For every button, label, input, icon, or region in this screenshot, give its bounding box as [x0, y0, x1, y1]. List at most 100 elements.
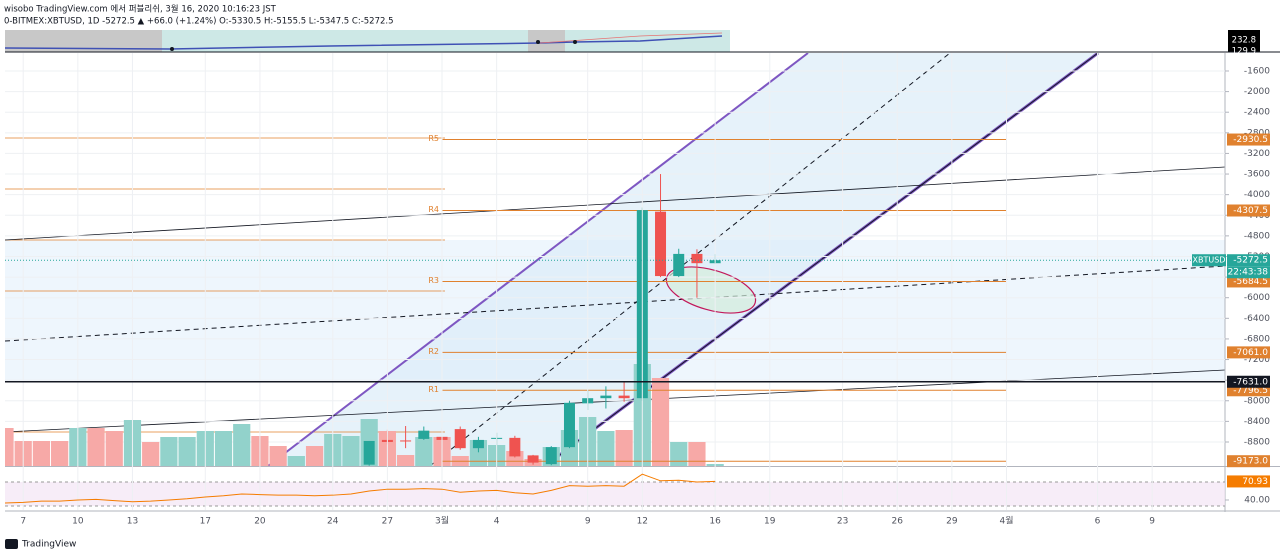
pivot-name: R4: [428, 205, 439, 214]
candle-body: [527, 455, 539, 463]
y-tick-label: -8800: [1244, 437, 1270, 447]
candle-body: [472, 439, 484, 449]
y-tick-label: -4800: [1244, 231, 1270, 241]
x-tick-label: 4월: [999, 515, 1013, 527]
rsi-line: [5, 473, 716, 504]
x-tick-label: 16: [709, 517, 721, 527]
volume-bar: [615, 430, 633, 466]
y-tick-label: -6400: [1244, 314, 1270, 324]
pivot-price-label: -2930.5: [1233, 135, 1268, 145]
line-price-label: -7631.0: [1233, 377, 1268, 387]
pivot-price-label: -7796.5: [1233, 386, 1268, 396]
pivot-name: R3: [428, 276, 439, 285]
volume-bar: [670, 442, 688, 466]
pivot-price-box: [1227, 275, 1270, 288]
countdown: 22:43:38: [1228, 268, 1269, 278]
volume-bar: [597, 431, 615, 466]
y-tick-label: -2800: [1244, 128, 1270, 138]
y-tick-label: -3200: [1244, 149, 1270, 159]
volume-bar: [396, 455, 415, 466]
y-tick-label: -8000: [1244, 396, 1270, 406]
candle-body: [400, 440, 412, 442]
volume-bar: [342, 436, 360, 466]
volume-bar: [142, 442, 160, 466]
candle-body: [509, 437, 521, 457]
pivot-price-label: -9173.0: [1233, 457, 1268, 467]
rsi-tick-label: 40.00: [1244, 495, 1270, 505]
x-tick-label: 4: [494, 517, 500, 527]
candle-body: [418, 430, 430, 439]
symbol-legend: 0-BITMEX:XBTUSD, 1D -5272.5 ▲ +66.0 (+1.…: [4, 17, 394, 27]
x-tick-label: 19: [764, 517, 776, 527]
candle-body: [618, 395, 630, 399]
y-tick-label: -4000: [1244, 190, 1270, 200]
x-tick-label: 20: [254, 517, 266, 527]
x-tick-label: 9: [585, 517, 591, 527]
y-tick-label: -2000: [1244, 87, 1270, 97]
x-tick-label: 10: [72, 517, 84, 527]
x-tick-label: 9: [1149, 517, 1155, 527]
x-tick-label: 29: [946, 517, 958, 527]
candle-body: [655, 211, 667, 277]
symbol-box: [1192, 254, 1226, 267]
x-tick-label: 3월: [435, 515, 449, 527]
volume-bar: [651, 378, 670, 466]
last-price-label: -5272.5: [1233, 256, 1268, 266]
last-price-box: [1227, 254, 1270, 267]
logo: TradingView: [5, 539, 76, 550]
x-tick-label: 13: [127, 517, 138, 527]
volume-bar: [233, 424, 251, 466]
countdown-box: [1227, 266, 1270, 279]
volume-bar: [287, 456, 305, 466]
navigator-label: 232.8: [1232, 36, 1256, 46]
x-tick-label: 27: [382, 517, 393, 527]
volume-bar: [415, 437, 433, 466]
x-tick-label: 26: [892, 517, 904, 527]
volume-bar: [32, 441, 51, 466]
plot: -1600-2000-2400-2800-3200-3600-4000-4400…: [5, 36, 1270, 527]
pivot-name: R1: [428, 385, 439, 394]
pivot-price-box: [1227, 133, 1270, 146]
candle-body: [545, 447, 557, 465]
volume-bar: [305, 446, 324, 466]
rsi-last-box: [1227, 475, 1270, 488]
volume-bar: [160, 437, 178, 466]
x-tick-label: 24: [327, 517, 339, 527]
navigator: [4, 30, 1280, 53]
logo-text: TradingView: [21, 540, 76, 550]
candle-body: [454, 429, 466, 449]
pivot-name: R2: [428, 347, 439, 356]
rsi-last-label: 70.93: [1242, 477, 1268, 487]
publish-line: wisobo TradingView.com 에서 퍼블리쉬, 3월 16, 2…: [4, 4, 277, 15]
y-tick-label: -1600: [1244, 66, 1270, 76]
navigator-label: 129.9: [1232, 47, 1256, 57]
volume-bar: [269, 446, 287, 466]
candle-body: [563, 402, 575, 448]
candle-body: [600, 395, 612, 399]
y-tick-label: -6800: [1244, 334, 1270, 344]
y-tick-label: -2400: [1244, 108, 1270, 118]
volume-bar: [688, 442, 706, 466]
volume-bar: [87, 428, 105, 466]
pivot-name: R5: [428, 134, 439, 143]
line-price-box: [1227, 375, 1270, 388]
y-tick-label: -8400: [1244, 417, 1270, 427]
x-tick-label: 6: [1095, 517, 1101, 527]
candle-body: [673, 253, 685, 277]
candle-body: [691, 253, 703, 264]
pivot-price-box: [1227, 455, 1270, 468]
volume-bar: [214, 431, 233, 466]
x-tick-label: 7: [20, 517, 26, 527]
pivot-price-label: -5684.5: [1233, 277, 1268, 287]
x-tick-label: 17: [200, 517, 211, 527]
pivot-price-box: [1227, 204, 1270, 217]
pivot-price-box: [1227, 346, 1270, 359]
pivot-price-label: -4307.5: [1233, 206, 1268, 216]
volume-bar: [51, 441, 69, 466]
candle-body: [363, 440, 375, 465]
volume-bar: [105, 431, 123, 466]
pivot-price-label: -7061.0: [1233, 348, 1268, 358]
volume-bar: [178, 437, 196, 466]
y-tick-label: -3600: [1244, 170, 1270, 180]
